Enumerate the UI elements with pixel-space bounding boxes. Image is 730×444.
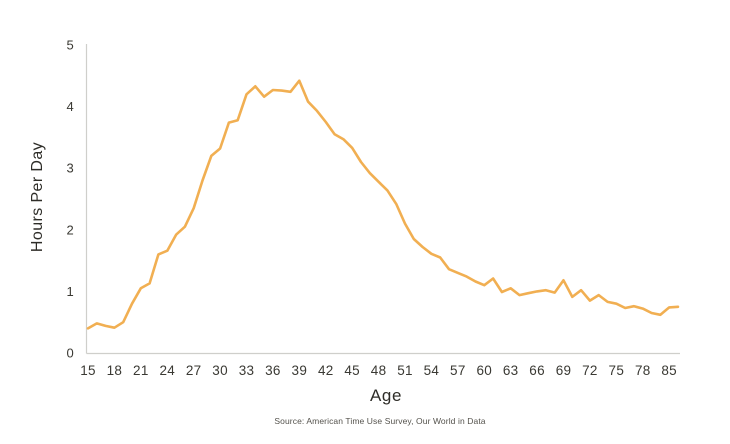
x-tick-label: 66 <box>529 363 545 378</box>
x-tick-label: 15 <box>80 363 96 378</box>
x-tick-label: 75 <box>609 363 625 378</box>
y-axis-tick-labels: 0 1 2 3 4 5 <box>66 38 74 361</box>
y-tick-label: 0 <box>66 346 74 361</box>
x-tick-label: 57 <box>450 363 466 378</box>
x-tick-label: 18 <box>107 363 123 378</box>
x-tick-label: 21 <box>133 363 149 378</box>
x-axis-title: Age <box>369 386 403 405</box>
y-tick-label: 2 <box>66 222 74 237</box>
x-tick-label: 39 <box>292 363 308 378</box>
x-tick-label: 85 <box>661 363 677 378</box>
x-tick-label: 33 <box>239 363 255 378</box>
y-tick-label: 4 <box>66 99 74 114</box>
x-tick-label: 36 <box>265 363 281 378</box>
x-tick-label: 24 <box>159 363 175 378</box>
x-tick-label: 30 <box>212 363 228 378</box>
x-tick-label: 51 <box>397 363 413 378</box>
x-tick-label: 69 <box>556 363 572 378</box>
y-tick-label: 3 <box>66 161 74 176</box>
x-tick-label: 27 <box>186 363 202 378</box>
x-tick-label: 45 <box>344 363 360 378</box>
x-tick-label: 60 <box>476 363 492 378</box>
source-note: Source: American Time Use Survey, Our Wo… <box>274 416 486 426</box>
y-axis-title: Hours Per Day <box>29 141 46 253</box>
x-tick-label: 78 <box>635 363 651 378</box>
y-tick-label: 5 <box>66 38 74 53</box>
x-tick-label: 54 <box>424 363 440 378</box>
x-tick-label: 72 <box>582 363 598 378</box>
x-tick-label: 63 <box>503 363 519 378</box>
x-axis-tick-labels: 15 18 21 24 27 30 33 36 39 42 45 48 51 54 57 60 63 66 69 72… <box>80 363 677 378</box>
x-tick-label: 48 <box>371 363 387 378</box>
data-line <box>86 79 680 330</box>
x-tick-label: 42 <box>318 363 334 378</box>
y-tick-label: 1 <box>66 284 74 299</box>
